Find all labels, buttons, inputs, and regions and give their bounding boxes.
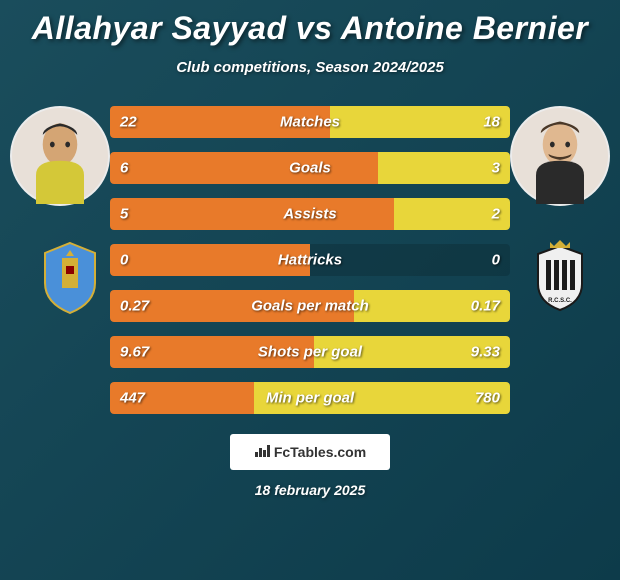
stat-label: Shots per goal: [258, 344, 362, 361]
stat-label: Goals per match: [251, 298, 369, 315]
comparison-card: Allahyar Sayyad vs Antoine Bernier Club …: [0, 0, 620, 580]
stat-value-right: 0: [492, 252, 500, 269]
chart-icon: [254, 442, 270, 463]
club-left-crest: [30, 238, 110, 318]
stat-value-left: 22: [120, 114, 137, 131]
stat-bar-left: [110, 152, 378, 184]
stat-row: 5 Assists 2: [110, 198, 510, 230]
stat-value-left: 6: [120, 160, 128, 177]
stat-value-left: 0.27: [120, 298, 149, 315]
stat-value-right: 780: [475, 390, 500, 407]
stat-label: Hattricks: [278, 252, 342, 269]
stat-value-left: 447: [120, 390, 145, 407]
svg-text:R.C.S.C.: R.C.S.C.: [548, 298, 572, 304]
stat-row: 22 Matches 18: [110, 106, 510, 138]
club-right-crest: R.C.S.C.: [520, 238, 600, 318]
date-text: 18 february 2025: [0, 482, 620, 498]
stat-label: Assists: [283, 206, 336, 223]
stat-label: Min per goal: [266, 390, 354, 407]
page-title: Allahyar Sayyad vs Antoine Bernier: [0, 10, 620, 47]
stat-value-right: 9.33: [471, 344, 500, 361]
player-right-avatar: [510, 106, 610, 206]
stats-container: 22 Matches 18 6 Goals 3 5 Assists 2 0 Hattricks 0 0.…: [110, 106, 510, 414]
stat-value-left: 0: [120, 252, 128, 269]
stat-row: 9.67 Shots per goal 9.33: [110, 336, 510, 368]
stat-row: 0.27 Goals per match 0.17: [110, 290, 510, 322]
site-logo[interactable]: FcTables.com: [230, 434, 390, 470]
comparison-area: R.C.S.C. 22 Matches 18 6 Goals 3 5 Assists 2 0 Hat…: [0, 106, 620, 414]
subtitle: Club competitions, Season 2024/2025: [0, 59, 620, 76]
stat-row: 0 Hattricks 0: [110, 244, 510, 276]
stat-value-right: 3: [492, 160, 500, 177]
stat-value-left: 5: [120, 206, 128, 223]
stat-value-left: 9.67: [120, 344, 149, 361]
stat-bar-right: [378, 152, 510, 184]
stat-value-right: 2: [492, 206, 500, 223]
stat-bar-left: [110, 198, 394, 230]
stat-label: Goals: [289, 160, 331, 177]
stat-row: 6 Goals 3: [110, 152, 510, 184]
site-logo-text: FcTables.com: [274, 444, 366, 460]
stat-value-right: 0.17: [471, 298, 500, 315]
player-left-avatar: [10, 106, 110, 206]
stat-row: 447 Min per goal 780: [110, 382, 510, 414]
stat-value-right: 18: [483, 114, 500, 131]
stat-label: Matches: [280, 114, 340, 131]
